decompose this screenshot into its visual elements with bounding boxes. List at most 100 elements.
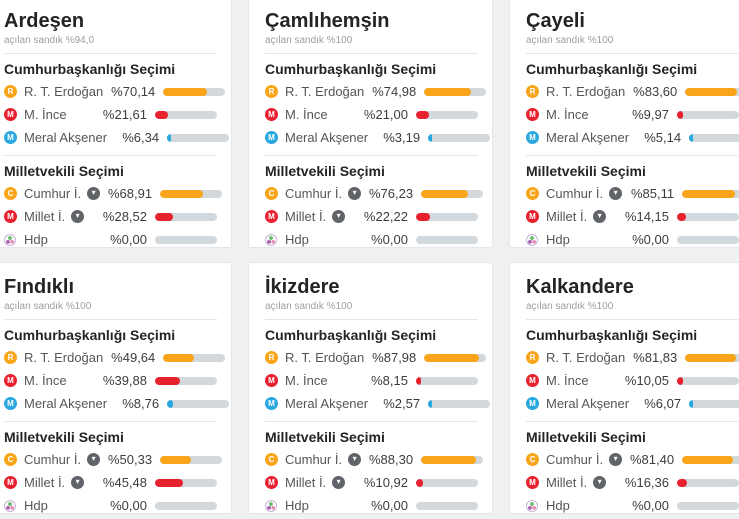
result-bar [685, 353, 739, 362]
result-row: M Meral Akşener %5,14 [526, 126, 739, 149]
chevron-down-icon[interactable]: ▾ [332, 210, 346, 223]
result-row: M Millet İ. ▾ %10,92 [265, 471, 478, 494]
result-row: R R. T. Erdoğan %87,98 [265, 346, 487, 369]
result-bar [677, 478, 739, 487]
party-badge-icon: M [526, 476, 539, 489]
candidate-name: Hdp [24, 498, 48, 513]
candidate-name: R. T. Erdoğan [285, 84, 365, 99]
result-bar [155, 376, 217, 385]
party-badge-icon: M [526, 210, 539, 223]
presidential-rows: R R. T. Erdoğan %81,83 M M. İnce %10,05 … [526, 346, 739, 415]
percent-value: %2,57 [383, 396, 421, 411]
result-row: C Cumhur İ. ▾ %81,40 [526, 448, 739, 471]
result-row: Hdp %0,00 [526, 494, 739, 513]
divider [265, 53, 478, 54]
percent-value: %88,30 [368, 452, 414, 467]
district-card: Çayeli açılan sandık %100 Cumhurbaşkanlı… [509, 0, 739, 248]
result-bar [160, 189, 223, 198]
candidate-name: M. İnce [24, 107, 67, 122]
chevron-down-icon[interactable]: ▾ [348, 453, 362, 466]
divider [526, 53, 739, 54]
result-row: R R. T. Erdoğan %70,14 [4, 80, 226, 103]
result-bar [167, 399, 230, 408]
result-bar [682, 189, 739, 198]
candidate-name: M. İnce [546, 107, 589, 122]
parliamentary-section-title: Milletvekili Seçimi [526, 429, 646, 445]
party-badge-icon: C [265, 187, 278, 200]
party-badge-icon: R [4, 85, 17, 98]
parliamentary-section-title: Milletvekili Seçimi [526, 163, 646, 179]
percent-value: %85,11 [630, 186, 675, 201]
result-bar-fill [160, 189, 203, 198]
district-title: Çamlıhemşin [265, 10, 390, 32]
presidential-rows: R R. T. Erdoğan %87,98 M M. İnce %8,15 M… [265, 346, 491, 415]
result-bar [428, 399, 491, 408]
candidate-name: Millet İ. [24, 209, 66, 224]
result-row: C Cumhur İ. ▾ %76,23 [265, 182, 484, 205]
result-bar-fill [689, 133, 694, 142]
parliamentary-rows: C Cumhur İ. ▾ %50,33 M Millet İ. ▾ %45,4… [4, 448, 223, 513]
result-bar-fill [416, 478, 423, 487]
hdp-tree-icon [265, 499, 277, 512]
chevron-down-icon[interactable]: ▾ [71, 210, 85, 223]
candidate-name: Hdp [546, 498, 570, 513]
result-bar [689, 133, 739, 142]
party-badge-icon: M [526, 397, 539, 410]
result-row: M Meral Akşener %2,57 [265, 392, 491, 415]
result-row: Hdp %0,00 [265, 228, 478, 247]
candidate-name: M. İnce [546, 373, 589, 388]
candidate-name: Hdp [285, 232, 309, 247]
parliamentary-section-title: Milletvekili Seçimi [265, 163, 385, 179]
district-title: Fındıklı [4, 276, 74, 298]
result-row: M Millet İ. ▾ %16,36 [526, 471, 739, 494]
percent-value: %3,19 [383, 130, 421, 145]
chevron-down-icon[interactable]: ▾ [348, 187, 362, 200]
percent-value: %6,07 [644, 396, 682, 411]
result-bar-fill [155, 212, 173, 221]
result-row: M M. İnce %21,61 [4, 103, 217, 126]
result-bar [428, 133, 491, 142]
candidate-name: Millet İ. [24, 475, 66, 490]
party-badge-icon: R [265, 351, 278, 364]
divider [4, 421, 217, 422]
chevron-down-icon[interactable]: ▾ [593, 210, 607, 223]
result-row: Hdp %0,00 [4, 494, 217, 513]
chevron-down-icon[interactable]: ▾ [87, 187, 101, 200]
percent-value: %45,48 [102, 475, 147, 490]
result-bar-fill [421, 189, 469, 198]
result-bar-fill [428, 399, 433, 408]
candidate-name: Meral Akşener [285, 130, 369, 145]
candidate-name: M. İnce [285, 373, 328, 388]
result-row: M Millet İ. ▾ %14,15 [526, 205, 739, 228]
chevron-down-icon[interactable]: ▾ [593, 476, 607, 489]
candidate-name: Cumhur İ. [285, 186, 343, 201]
result-bar-fill [163, 353, 195, 362]
result-bar [416, 235, 478, 244]
chevron-down-icon[interactable]: ▾ [87, 453, 101, 466]
result-bar-fill [677, 478, 688, 487]
district-title: İkizdere [265, 276, 340, 298]
result-bar-fill [677, 110, 684, 119]
chevron-down-icon[interactable]: ▾ [332, 476, 346, 489]
chevron-down-icon[interactable]: ▾ [71, 476, 85, 489]
presidential-section-title: Cumhurbaşkanlığı Seçimi [265, 327, 437, 343]
candidate-name: R. T. Erdoğan [546, 350, 626, 365]
percent-value: %81,83 [633, 350, 678, 365]
party-badge-icon: M [265, 374, 278, 387]
party-badge-icon: M [265, 476, 278, 489]
result-bar-fill [160, 455, 192, 464]
result-bar [677, 501, 739, 510]
candidate-name: M. İnce [285, 107, 328, 122]
result-bar [416, 110, 478, 119]
chevron-down-icon[interactable]: ▾ [609, 187, 623, 200]
chevron-down-icon[interactable]: ▾ [609, 453, 623, 466]
party-badge-icon: M [265, 108, 278, 121]
party-badge-icon: C [4, 453, 17, 466]
parliamentary-section-title: Milletvekili Seçimi [4, 429, 124, 445]
divider [4, 155, 217, 156]
percent-value: %22,22 [363, 209, 408, 224]
open-ballots-label: açılan sandık %100 [526, 35, 614, 46]
district-card: Kalkandere açılan sandık %100 Cumhurbaşk… [509, 262, 739, 514]
result-bar-fill [689, 399, 694, 408]
result-bar-fill [167, 133, 172, 142]
